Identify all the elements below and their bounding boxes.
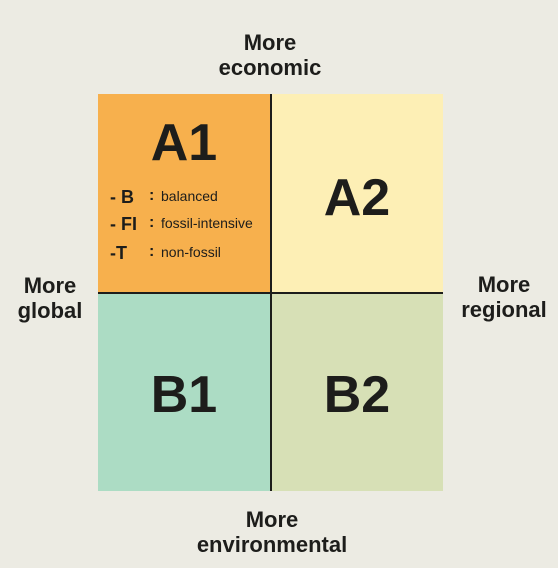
legend-description: non-fossil (161, 244, 221, 260)
axis-label-bottom: More environmental (172, 507, 372, 557)
axis-label-left: More global (10, 273, 90, 323)
legend-code: - FI (110, 214, 137, 234)
quadrant-a1-title: A1 (150, 114, 218, 172)
axis-label-bottom-line2: environmental (196, 532, 348, 557)
quadrant-b1-title: B1 (150, 366, 218, 424)
legend-colon: : (149, 214, 155, 231)
axis-label-top-line1: More (243, 30, 297, 55)
quadrant-a1 (98, 94, 271, 293)
axis-label-right-line2: regional (461, 297, 547, 322)
quadrant-a2 (271, 94, 443, 293)
quadrant-b1 (98, 293, 271, 491)
axis-label-bottom-line1: More (245, 507, 299, 532)
axis-label-right: More regional (452, 272, 556, 322)
legend-colon: : (149, 187, 155, 204)
axis-label-right-line1: More (477, 272, 531, 297)
legend-description: balanced (161, 188, 218, 204)
axis-label-top: More economic (170, 30, 370, 80)
legend-code: -T (110, 243, 127, 263)
horizontal-divider (98, 292, 443, 294)
quadrant-b2 (271, 293, 443, 491)
axis-label-left-line1: More (23, 273, 77, 298)
legend-colon: : (149, 243, 155, 260)
quadrant-a2-title: A2 (323, 169, 391, 227)
quadrant-b2-title: B2 (323, 366, 391, 424)
legend-description: fossil-intensive (161, 215, 253, 231)
axis-label-left-line2: global (17, 298, 83, 323)
legend-code: - B (110, 187, 134, 207)
axis-label-top-line2: economic (218, 55, 322, 80)
